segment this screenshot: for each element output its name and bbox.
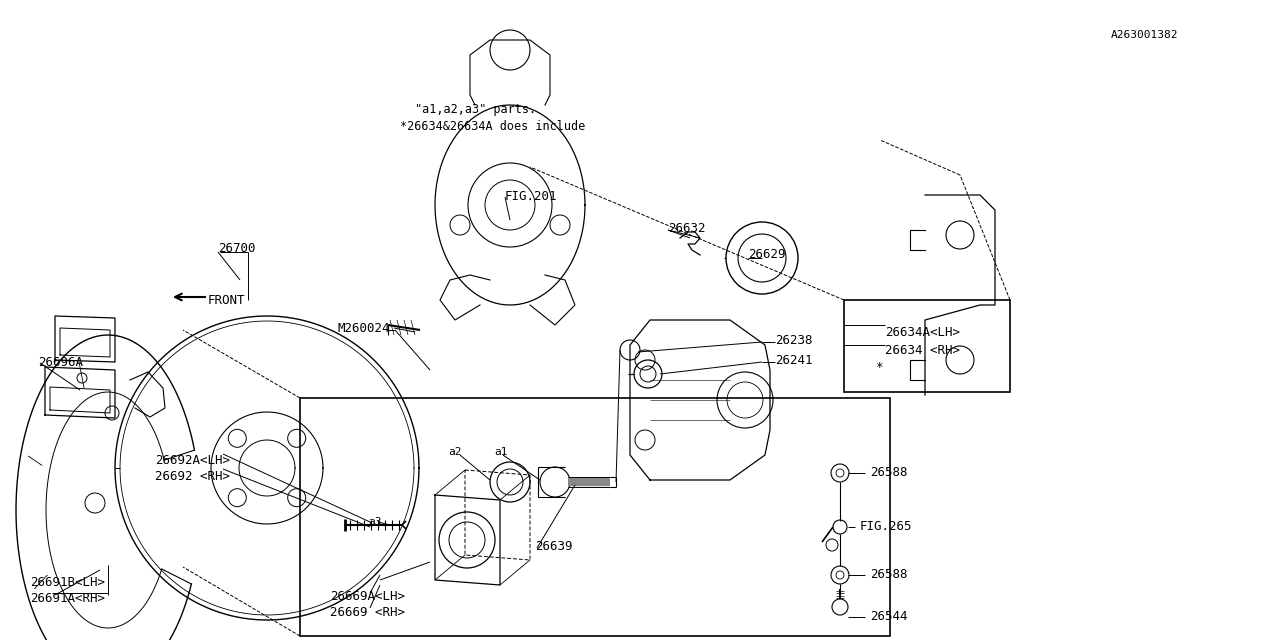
Text: 26669 <RH>: 26669 <RH> (330, 605, 404, 618)
Text: 26634 <RH>: 26634 <RH> (884, 344, 960, 356)
Text: 26700: 26700 (218, 241, 256, 255)
Text: 26691B<LH>: 26691B<LH> (29, 577, 105, 589)
Text: FIG.265: FIG.265 (860, 520, 913, 534)
Text: 26634A<LH>: 26634A<LH> (884, 326, 960, 339)
Text: 26691A<RH>: 26691A<RH> (29, 591, 105, 605)
Text: 26238: 26238 (774, 333, 813, 346)
Text: a1: a1 (494, 447, 507, 457)
Text: 26692 <RH>: 26692 <RH> (155, 470, 230, 483)
Text: *26634&26634A does include: *26634&26634A does include (399, 120, 585, 134)
Text: a3: a3 (369, 517, 381, 527)
Text: 26544: 26544 (870, 611, 908, 623)
Text: 26632: 26632 (668, 221, 705, 234)
Text: *: * (876, 362, 882, 374)
Text: FRONT: FRONT (207, 294, 246, 307)
Text: 26696A: 26696A (38, 356, 83, 369)
Text: 26241: 26241 (774, 353, 813, 367)
Bar (844, 300, 1010, 392)
Text: M260024: M260024 (337, 321, 389, 335)
Text: 26669A<LH>: 26669A<LH> (330, 591, 404, 604)
Bar (300, 398, 890, 636)
Text: 26588: 26588 (870, 568, 908, 582)
Text: 26639: 26639 (535, 541, 572, 554)
Text: 26588: 26588 (870, 467, 908, 479)
Text: "a1,a2,a3" parts.: "a1,a2,a3" parts. (415, 104, 536, 116)
Text: a2: a2 (448, 447, 462, 457)
Text: 26692A<LH>: 26692A<LH> (155, 454, 230, 467)
Text: FIG.201: FIG.201 (506, 191, 558, 204)
Text: 26629: 26629 (748, 248, 786, 262)
Text: A263001382: A263001382 (1111, 30, 1178, 40)
